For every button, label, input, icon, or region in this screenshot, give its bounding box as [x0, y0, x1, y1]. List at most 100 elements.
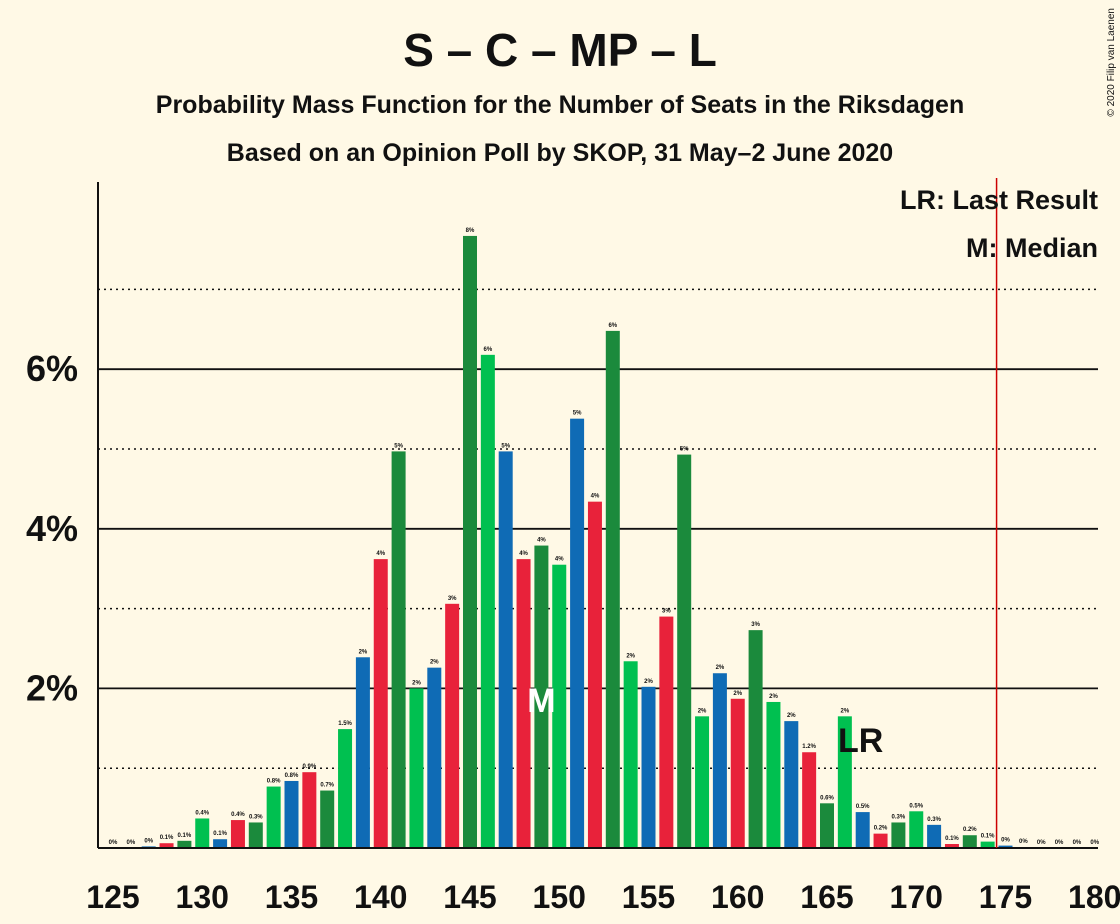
bar — [570, 418, 585, 848]
bar-value-label: 0% — [1073, 840, 1082, 846]
bar — [391, 451, 406, 848]
bar-value-label: 3% — [751, 622, 760, 628]
bar-value-label: 0% — [1055, 840, 1064, 846]
x-tick-label: 175 — [979, 879, 1032, 915]
bar-value-label: 5% — [501, 443, 510, 449]
bar — [159, 843, 174, 848]
bar — [587, 501, 602, 848]
bar-value-label: 3% — [662, 609, 671, 615]
x-tick-label: 165 — [800, 879, 853, 915]
bar — [284, 780, 299, 848]
bar-value-label: 2% — [841, 708, 850, 714]
bar-value-label: 2% — [644, 679, 653, 685]
tick-labels: 2% 4% 6% 125 130 135 140 145 150 155 160 165 170 175 1… — [26, 348, 1120, 915]
bar — [944, 844, 959, 848]
x-tick-label: 145 — [443, 879, 496, 915]
bar-value-label: 0% — [144, 838, 153, 844]
bar-value-label: 0% — [1090, 840, 1099, 846]
bar — [213, 839, 228, 848]
chart-subtitle-1: Probability Mass Function for the Number… — [156, 91, 964, 119]
x-tick-label: 150 — [533, 879, 586, 915]
bar-value-label: 0.9% — [303, 764, 317, 770]
bar-value-label: 0.7% — [320, 783, 334, 789]
bar — [909, 811, 924, 848]
bar — [730, 698, 745, 848]
bar-value-label: 2% — [787, 713, 796, 719]
bar — [748, 630, 763, 848]
bar-value-label: 2% — [359, 649, 368, 655]
bar — [534, 545, 549, 848]
bar — [784, 721, 799, 848]
bar-value-label: 0% — [109, 840, 118, 846]
x-tick-label: 180 — [1068, 879, 1120, 915]
bar — [962, 835, 977, 848]
markers: M LR — [527, 682, 883, 760]
bar — [712, 673, 727, 848]
bar — [427, 667, 442, 848]
bar — [445, 603, 460, 848]
bar-value-label: 0% — [127, 840, 136, 846]
legend-median: M: Median — [966, 233, 1098, 263]
bar — [373, 559, 388, 848]
bar — [873, 833, 888, 848]
bar — [355, 657, 370, 848]
bar — [480, 354, 495, 848]
bar — [498, 451, 513, 848]
bar-labels: 0% 0% 0% 0.1% 0.1% 0.4% 0.1% 0.4% 0.3% 0.8% 0.8% 0.… — [109, 228, 1100, 846]
x-tick-label: 135 — [265, 879, 318, 915]
y-tick-label: 2% — [26, 667, 78, 708]
bar-value-label: 2% — [626, 653, 635, 659]
bar-value-label: 0.2% — [874, 826, 888, 832]
bar — [409, 688, 424, 848]
bar — [927, 824, 942, 848]
bars — [141, 235, 1031, 848]
x-tick-label: 130 — [176, 879, 229, 915]
y-tick-label: 4% — [26, 508, 78, 549]
bar-value-label: 0.3% — [927, 817, 941, 823]
bar — [695, 716, 710, 848]
x-tick-label: 155 — [622, 879, 675, 915]
bar — [338, 729, 353, 848]
bar-value-label: 0.4% — [195, 810, 209, 816]
bar-value-label: 0% — [1037, 840, 1046, 846]
x-tick-label: 140 — [354, 879, 407, 915]
bar — [248, 822, 263, 848]
bar-value-label: 5% — [573, 411, 582, 417]
bar-value-label: 0.2% — [963, 827, 977, 833]
bar — [820, 803, 834, 848]
bar — [659, 616, 674, 848]
bar-value-label: 0.1% — [213, 831, 227, 837]
bar-value-label: 2% — [733, 691, 742, 697]
bar-value-label: 0% — [1001, 838, 1010, 844]
bar-value-label: 0.5% — [856, 804, 870, 810]
bar — [463, 235, 477, 848]
bar — [605, 330, 620, 848]
bar-value-label: 4% — [555, 557, 564, 563]
bar-value-label: 1.2% — [802, 744, 816, 750]
bar-value-label: 8% — [466, 228, 475, 234]
bar-value-label: 6% — [484, 347, 493, 353]
bar-value-label: 4% — [519, 551, 528, 557]
bar — [195, 818, 210, 848]
bar-value-label: 0.5% — [909, 803, 923, 809]
legend-last-result: LR: Last Result — [900, 185, 1098, 215]
bar-value-label: 5% — [394, 443, 403, 449]
bar-value-label: 0.3% — [249, 814, 263, 820]
copyright-notice: © 2020 Filip van Laenen — [1106, 8, 1117, 117]
bar-value-label: 4% — [537, 538, 546, 544]
bar — [320, 790, 335, 848]
bar — [230, 820, 245, 848]
bar — [552, 564, 567, 848]
bar-value-label: 0.1% — [981, 834, 995, 840]
x-tick-label: 160 — [711, 879, 764, 915]
bar-value-label: 0.3% — [892, 814, 906, 820]
y-tick-label: 6% — [26, 348, 78, 389]
median-marker: M — [527, 682, 555, 720]
bar-value-label: 2% — [769, 694, 778, 700]
bar-value-label: 2% — [698, 708, 707, 714]
bar — [980, 841, 995, 848]
x-tick-label: 170 — [890, 879, 943, 915]
last-result-marker: LR — [838, 722, 883, 760]
bar — [802, 752, 817, 848]
